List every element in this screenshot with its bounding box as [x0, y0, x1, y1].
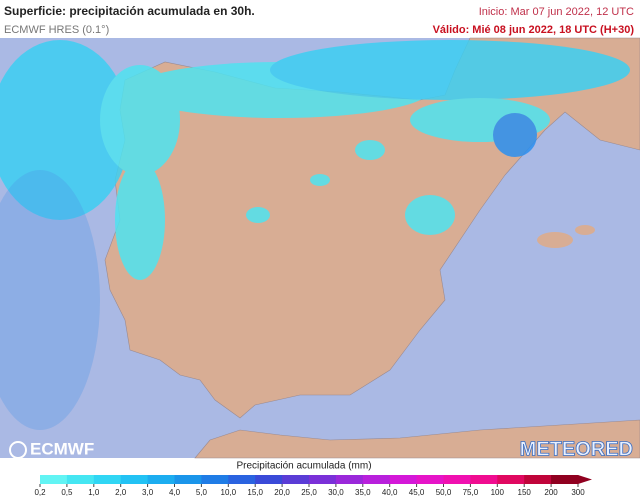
colorbar-swatch [524, 475, 552, 484]
model: ECMWF HRES (0.1°) [4, 24, 109, 36]
colorbar-swatch [66, 475, 95, 484]
colorbar-tick-label: 45,0 [409, 488, 425, 497]
colorbar-tick-label: 30,0 [328, 488, 344, 497]
precip-area [355, 140, 385, 160]
colorbar-swatch [470, 475, 498, 484]
map: ECMWF METEORED [0, 37, 640, 461]
precip-area [246, 207, 270, 223]
logo-ecmwf: ECMWF [30, 439, 94, 458]
colorbar-swatch [309, 475, 337, 484]
island [537, 232, 573, 248]
colorbar-swatch [228, 475, 256, 484]
colorbar-tick-label: 200 [544, 488, 558, 497]
colorbar-swatch [120, 475, 149, 484]
colorbar-tick-label: 3,0 [142, 488, 154, 497]
colorbar-swatch [497, 475, 525, 484]
colorbar-tick-label: 300 [571, 488, 585, 497]
africa [194, 419, 640, 459]
colorbar-swatch [40, 475, 68, 484]
colorbar-label: Precipitación acumulada (mm) [236, 461, 371, 472]
init-time: Inicio: Mar 07 jun 2022, 12 UTC [479, 6, 634, 18]
precip-area [0, 170, 100, 430]
logo-icon [9, 441, 27, 459]
colorbar-swatch [147, 475, 175, 484]
colorbar-tick-label: 2,0 [115, 488, 127, 497]
precip-area [310, 174, 330, 186]
colorbar-swatch [389, 475, 418, 484]
colorbar-swatch [362, 475, 391, 484]
precip-area [0, 40, 130, 220]
precip-area [493, 113, 537, 157]
colorbar-tick-label: 5,0 [196, 488, 208, 497]
colorbar-tick-label: 0,2 [34, 488, 46, 497]
colorbar-swatch [551, 475, 579, 484]
colorbar-tick-label: 40,0 [382, 488, 398, 497]
colorbar-swatch [282, 475, 310, 484]
colorbar-swatch [255, 475, 283, 484]
title: Superficie: precipitación acumulada en 3… [4, 4, 255, 18]
colorbar-swatch [416, 475, 444, 484]
colorbar-tick-label: 15,0 [247, 488, 263, 497]
colorbar-swatch [335, 475, 364, 484]
colorbar-tick-label: 1,0 [88, 488, 100, 497]
colorbar-tick-label: 20,0 [274, 488, 290, 497]
colorbar-arrow [578, 475, 592, 484]
colorbar-tick-label: 75,0 [463, 488, 479, 497]
logo-meteored: METEORED [520, 438, 633, 460]
precip-area [115, 160, 165, 280]
colorbar-tick-label: 100 [491, 488, 505, 497]
precip-area [270, 40, 630, 100]
colorbar-tick-label: 50,0 [436, 488, 452, 497]
colorbar-tick-label: 35,0 [355, 488, 371, 497]
colorbar-tick-label: 4,0 [169, 488, 181, 497]
colorbar-tick-label: 150 [518, 488, 532, 497]
precip-area [405, 195, 455, 235]
colorbar-tick-label: 10,0 [221, 488, 237, 497]
island [575, 225, 595, 235]
colorbar-swatch [93, 475, 122, 484]
colorbar-swatch [201, 475, 229, 484]
colorbar: 0,2 0,5 1,0 2,0 3,0 4,0 5,0 10,0 15,0 20,0 25,0 30,… [34, 475, 592, 497]
colorbar-swatch [443, 475, 471, 484]
colorbar-tick-label: 0,5 [61, 488, 73, 497]
colorbar-tick-label: 25,0 [301, 488, 317, 497]
colorbar-swatch [174, 475, 202, 484]
precip-areas [0, 40, 630, 430]
valid-time: Válido: Mié 08 jun 2022, 18 UTC (H+30) [433, 24, 635, 36]
